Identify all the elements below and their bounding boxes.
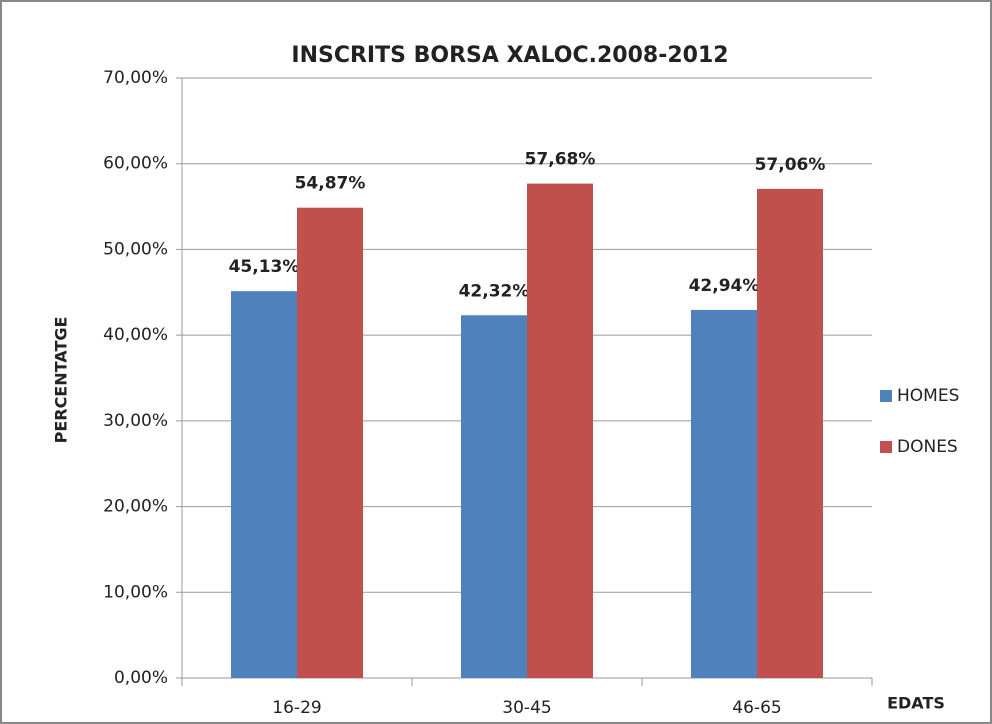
y-tick-label: 60,00% [103, 154, 168, 174]
data-label: 57,06% [755, 155, 826, 175]
legend-swatch [880, 441, 892, 453]
y-tick-label: 40,00% [103, 325, 168, 345]
y-axis-title: PERCENTATGE [52, 317, 71, 444]
data-label: 42,94% [689, 276, 760, 296]
data-label: 45,13% [229, 257, 300, 277]
bar [231, 291, 297, 678]
legend-label: HOMES [897, 386, 959, 406]
data-label: 54,87% [295, 174, 366, 194]
bar [297, 207, 363, 678]
bar [757, 188, 823, 678]
legend-label: DONES [897, 437, 958, 457]
y-tick-label: 70,00% [103, 68, 168, 88]
y-tick-label: 20,00% [103, 497, 168, 517]
x-tick-label: 16-29 [272, 698, 321, 718]
data-label: 42,32% [459, 281, 530, 301]
chart-title: INSCRITS BORSA XALOC.2008-2012 [291, 43, 728, 68]
bar [691, 309, 757, 678]
y-tick-label: 0,00% [114, 668, 168, 688]
legend-swatch [880, 390, 892, 402]
x-axis-title: EDATS [887, 694, 945, 713]
x-tick-label: 46-65 [732, 698, 781, 718]
data-label: 57,68% [525, 150, 596, 170]
x-tick-label: 30-45 [502, 698, 551, 718]
bar [461, 315, 527, 678]
bar [527, 183, 593, 678]
y-tick-label: 30,00% [103, 411, 168, 431]
y-tick-label: 50,00% [103, 239, 168, 259]
y-tick-label: 10,00% [103, 582, 168, 602]
